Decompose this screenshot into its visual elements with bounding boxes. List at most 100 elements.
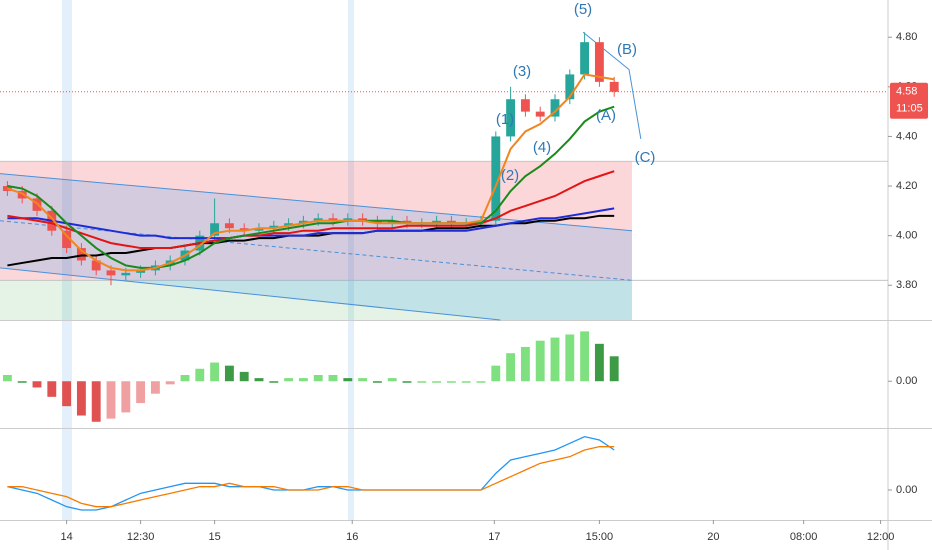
y-tick-label: 4.40 <box>896 130 917 142</box>
histogram-bar <box>62 381 72 407</box>
channel-fill <box>0 173 632 320</box>
histogram-bar <box>150 381 160 394</box>
moving-average <box>7 73 615 272</box>
histogram-bar <box>446 381 456 383</box>
candle-body <box>121 272 131 276</box>
moving-average <box>7 207 615 240</box>
histogram-bar <box>520 346 530 382</box>
candle-body <box>284 223 294 226</box>
wave-label: (2) <box>501 167 519 184</box>
histogram-bar <box>461 381 471 383</box>
moving-average <box>7 170 615 250</box>
wave-label: (C) <box>635 149 656 166</box>
candle-body <box>17 191 27 199</box>
candle-body <box>565 74 575 100</box>
y-tick-label: 0.00 <box>896 484 917 496</box>
candle-body <box>269 225 279 229</box>
x-tick-label: 08:00 <box>790 531 818 543</box>
x-tick-label: 16 <box>346 531 358 543</box>
candle-body <box>446 220 456 224</box>
session-highlight <box>62 0 72 520</box>
histogram-bar <box>491 365 501 382</box>
candle-body <box>358 218 368 221</box>
histogram-bar <box>284 378 294 382</box>
histogram-bar <box>91 381 101 422</box>
histogram-bar <box>328 375 338 382</box>
x-tick-label: 20 <box>707 531 719 543</box>
histogram-bar <box>609 356 619 382</box>
trendline <box>0 267 501 321</box>
candle-body <box>387 220 397 224</box>
x-tick-label: 17 <box>488 531 500 543</box>
wave-label: (3) <box>513 63 531 80</box>
candle-body <box>224 223 234 229</box>
wave-label: (5) <box>574 1 592 18</box>
histogram-bar <box>210 362 220 382</box>
histogram-bar <box>476 381 486 383</box>
candle-body <box>210 223 220 236</box>
x-tick-label: 15 <box>208 531 220 543</box>
candle-body <box>520 99 530 112</box>
histogram-bar <box>358 378 368 382</box>
y-tick-label: 4.20 <box>896 180 917 192</box>
indicator-line <box>7 446 615 508</box>
zone <box>0 280 632 320</box>
candle-body <box>106 270 116 276</box>
y-tick-label: 4.80 <box>896 31 917 43</box>
countdown: 11:05 <box>896 103 923 115</box>
x-tick-label: 12:30 <box>127 531 155 543</box>
wave-label: (1) <box>496 111 514 128</box>
wave-label: (B) <box>617 41 637 58</box>
histogram-bar <box>417 381 427 383</box>
histogram-bar <box>550 337 560 382</box>
candle-body <box>313 218 323 221</box>
candle-body <box>298 220 308 224</box>
histogram-bar <box>372 381 382 383</box>
histogram-bar <box>32 381 42 388</box>
candle-body <box>580 42 590 75</box>
x-tick-label: 15:00 <box>586 531 614 543</box>
histogram-bar <box>594 343 604 382</box>
histogram-bar <box>580 331 590 382</box>
histogram-bar <box>298 378 308 382</box>
histogram-bar <box>535 340 545 382</box>
indicator-line <box>7 435 615 511</box>
candle-body <box>535 111 545 117</box>
candle-body <box>328 218 338 221</box>
y-tick-label: 3.80 <box>896 279 917 291</box>
histogram-bar <box>269 381 279 383</box>
histogram-bar <box>180 375 190 382</box>
histogram-bar <box>224 365 234 382</box>
moving-average <box>7 105 615 269</box>
candle-body <box>432 220 442 224</box>
histogram-bar <box>121 381 131 413</box>
session-highlight <box>348 0 354 520</box>
histogram-bar <box>47 381 57 397</box>
candle-body <box>62 230 72 249</box>
histogram-bar <box>17 381 27 383</box>
candle-body <box>254 228 264 231</box>
candle-body <box>91 260 101 271</box>
candle-body <box>609 81 619 92</box>
candle-body <box>594 42 604 82</box>
price-tag <box>890 82 928 119</box>
histogram-bar <box>313 375 323 382</box>
candle-body <box>2 186 12 192</box>
wave-label: (A) <box>596 107 616 124</box>
histogram-bar <box>76 381 86 416</box>
histogram-bar <box>254 378 264 382</box>
histogram-bar <box>165 381 175 385</box>
histogram-bar <box>506 353 516 382</box>
histogram-bar <box>136 381 146 404</box>
histogram-bar <box>2 375 12 382</box>
candle-body <box>76 248 86 261</box>
y-tick-label: 0.00 <box>896 375 917 387</box>
histogram-bar <box>106 381 116 419</box>
x-tick-label: 12:00 <box>867 531 895 543</box>
histogram-bar <box>387 378 397 382</box>
candle-body <box>550 99 560 117</box>
histogram-bar <box>565 334 575 382</box>
wave-label: (4) <box>533 139 551 156</box>
candle-body <box>402 220 412 224</box>
